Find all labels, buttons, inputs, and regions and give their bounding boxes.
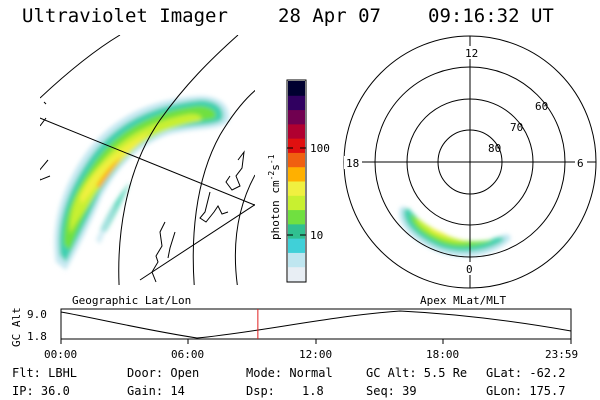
latitude-circles [40, 35, 255, 285]
meridian-lines [40, 117, 255, 281]
seq-info: Seq: 39 [366, 384, 417, 398]
colorbar-segment [288, 209, 305, 225]
geographic-panel-label: Geographic Lat/Lon [72, 294, 191, 307]
mlt-label-0: 0 [466, 263, 473, 276]
mlat-label-60: 60 [535, 100, 548, 113]
colorbar-segment [288, 195, 305, 211]
mode-info: Mode: Normal [246, 366, 333, 380]
auroral-emission-geographic [54, 96, 229, 270]
observation-date: 28 Apr 07 [278, 5, 381, 27]
auroral-emission-polar [399, 206, 511, 257]
ip-info: IP: 36.0 [12, 384, 70, 398]
colorbar-segment [288, 252, 305, 268]
time-tick-label: 12:00 [299, 348, 332, 361]
geographic-map [40, 35, 255, 285]
mlt-label-6: 6 [577, 157, 584, 170]
colorbar-segment [288, 81, 305, 96]
glat-info: GLat: -62.2 [486, 366, 566, 380]
mlat-label-70: 70 [510, 121, 523, 134]
colorbar-segment [288, 95, 305, 111]
dsp-label: Dsp: [246, 384, 275, 398]
coastlines [40, 101, 245, 283]
colorbar-segment [288, 152, 305, 168]
apex-panel-label: Apex MLat/MLT [420, 294, 506, 307]
polar-grid [343, 35, 597, 289]
colorbar-tick-10: 10 [310, 229, 323, 242]
filter-info: Flt: LBHL [12, 366, 78, 380]
time-tick-label: 23:59 [545, 348, 578, 361]
colorbar-unit-label: photon cm-2s-1 [267, 154, 282, 240]
gc-alt-info: GC Alt: 5.5 Re [366, 366, 468, 380]
colorbar-tick-100: 100 [310, 142, 330, 155]
altitude-curve [60, 310, 572, 339]
mlt-label-12: 12 [465, 47, 478, 60]
instrument-title: Ultraviolet Imager [22, 5, 228, 27]
polar-plot: 12 18 6 0 60 70 80 [343, 35, 597, 289]
colorbar-segment [288, 266, 305, 282]
observation-time: 09:16:32 UT [428, 5, 554, 27]
colorbar-segment [288, 109, 305, 125]
colorbar-segment [288, 181, 305, 196]
altitude-max-label: 9.0 [27, 308, 47, 321]
gain-info: Gain: 14 [127, 384, 185, 398]
time-tick-label: 00:00 [44, 348, 77, 361]
colorbar-segment [288, 238, 305, 253]
time-ticks [60, 339, 572, 344]
colorbar-segment [288, 223, 305, 239]
colorbar-segment [288, 138, 305, 153]
colorbar-segment [288, 123, 305, 139]
altitude-axis-label: GC Alt [10, 307, 23, 347]
glon-info: GLon: 175.7 [486, 384, 566, 398]
altitude-timeline: GC Alt 9.0 1.8 00:00 06:00 12:00 18:00 2… [10, 307, 578, 361]
colorbar-segment [288, 166, 305, 182]
mlt-label-18: 18 [346, 157, 359, 170]
time-tick-label: 18:00 [426, 348, 459, 361]
door-info: Door: Open [127, 366, 200, 380]
altitude-min-label: 1.8 [27, 330, 47, 343]
colorbar: 100 10 photon cm-2s-1 [267, 79, 330, 283]
time-tick-label: 06:00 [171, 348, 204, 361]
mlat-label-80: 80 [488, 142, 501, 155]
dsp-value: 1.8 [302, 384, 324, 398]
